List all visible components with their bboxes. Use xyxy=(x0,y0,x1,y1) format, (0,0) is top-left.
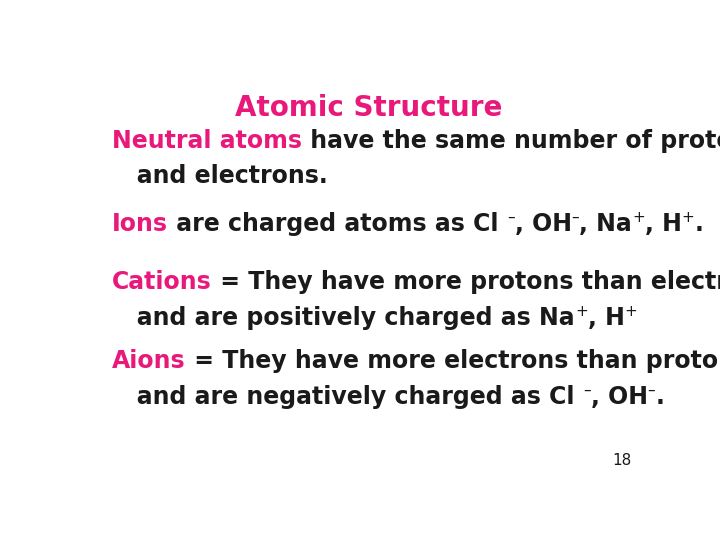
Text: , OH: , OH xyxy=(515,212,572,236)
Text: are charged atoms as Cl: are charged atoms as Cl xyxy=(168,212,507,236)
Text: +: + xyxy=(682,210,695,225)
Text: +: + xyxy=(575,303,588,319)
Text: have the same number of protons: have the same number of protons xyxy=(302,129,720,153)
Text: and electrons.: and electrons. xyxy=(112,164,328,188)
Text: 18: 18 xyxy=(612,453,631,468)
Text: , Na: , Na xyxy=(580,212,632,236)
Text: Neutral atoms: Neutral atoms xyxy=(112,129,302,153)
Text: –: – xyxy=(648,382,655,397)
Text: +: + xyxy=(624,303,637,319)
Text: –: – xyxy=(583,382,590,397)
Text: –: – xyxy=(507,210,515,225)
Text: Aions: Aions xyxy=(112,349,186,373)
Text: Atomic Structure: Atomic Structure xyxy=(235,94,503,122)
Text: , H: , H xyxy=(645,212,682,236)
Text: and are negatively charged as Cl: and are negatively charged as Cl xyxy=(112,384,583,409)
Text: Ions: Ions xyxy=(112,212,168,236)
Text: .: . xyxy=(655,384,664,409)
Text: Cations: Cations xyxy=(112,271,212,294)
Text: , H: , H xyxy=(588,306,624,330)
Text: and are positively charged as Na: and are positively charged as Na xyxy=(112,306,575,330)
Text: = They have more electrons than protons: = They have more electrons than protons xyxy=(186,349,720,373)
Text: , OH: , OH xyxy=(590,384,648,409)
Text: +: + xyxy=(632,210,645,225)
Text: .: . xyxy=(695,212,703,236)
Text: = They have more protons than electrons: = They have more protons than electrons xyxy=(212,271,720,294)
Text: –: – xyxy=(572,210,580,225)
